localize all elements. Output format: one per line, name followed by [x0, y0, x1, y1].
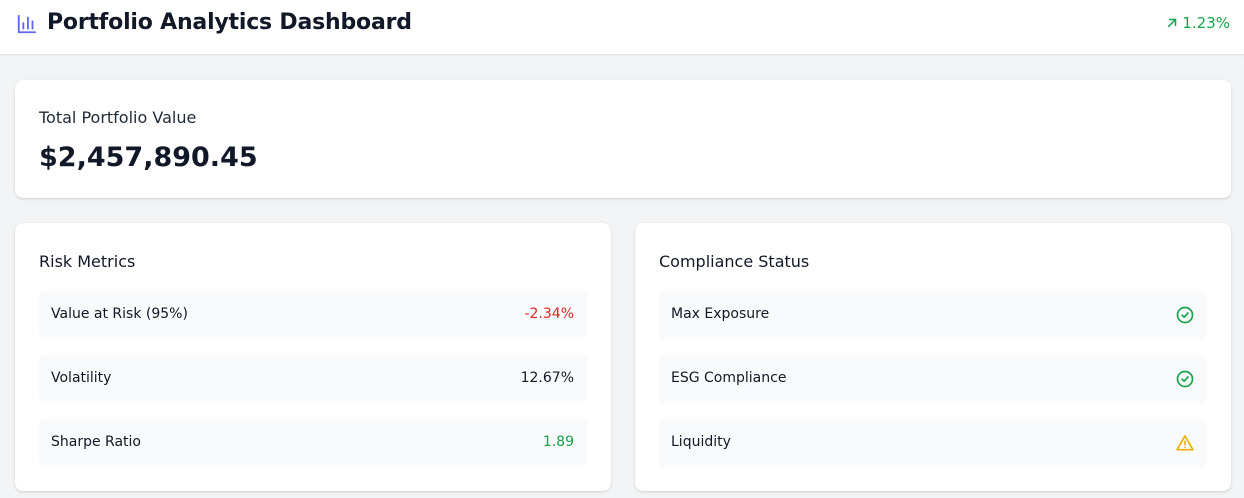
- page-title: Portfolio Analytics Dashboard: [47, 10, 412, 35]
- metric-name: Sharpe Ratio: [51, 434, 141, 450]
- check-circle-icon: [1176, 370, 1194, 388]
- total-value-label: Total Portfolio Value: [39, 108, 197, 127]
- compliance-status-card: Compliance Status Max Exposure ESG Compl…: [635, 223, 1231, 491]
- change-value: 1.23%: [1182, 14, 1230, 32]
- risk-row-sharpe: Sharpe Ratio 1.89: [39, 419, 587, 467]
- compliance-status-title: Compliance Status: [659, 252, 810, 271]
- compliance-row-max-exposure: Max Exposure: [659, 291, 1207, 339]
- compliance-name: Liquidity: [671, 434, 731, 450]
- arrow-up-right-icon: [1168, 18, 1177, 28]
- warning-triangle-icon: [1176, 435, 1194, 451]
- metric-value: 12.67%: [520, 370, 574, 386]
- total-value-amount: $2,457,890.45: [39, 142, 258, 173]
- bar-chart-icon: [17, 14, 37, 34]
- metric-value: 1.89: [542, 434, 574, 450]
- top-bar: Portfolio Analytics Dashboard 1.23%: [0, 0, 1244, 55]
- compliance-row-liquidity: Liquidity: [659, 419, 1207, 467]
- metric-name: Volatility: [51, 370, 112, 386]
- check-circle-icon: [1176, 306, 1194, 324]
- risk-metrics-title: Risk Metrics: [39, 252, 136, 271]
- risk-row-volatility: Volatility 12.67%: [39, 355, 587, 403]
- portfolio-change: 1.23%: [1165, 14, 1230, 32]
- compliance-row-esg: ESG Compliance: [659, 355, 1207, 403]
- compliance-name: ESG Compliance: [671, 370, 787, 386]
- compliance-name: Max Exposure: [671, 306, 770, 322]
- total-value-card: Total Portfolio Value $2,457,890.45: [15, 80, 1231, 198]
- metric-name: Value at Risk (95%): [51, 306, 188, 322]
- risk-metrics-card: Risk Metrics Value at Risk (95%) -2.34% …: [15, 223, 611, 491]
- metric-value: -2.34%: [524, 306, 574, 322]
- risk-row-var: Value at Risk (95%) -2.34%: [39, 291, 587, 339]
